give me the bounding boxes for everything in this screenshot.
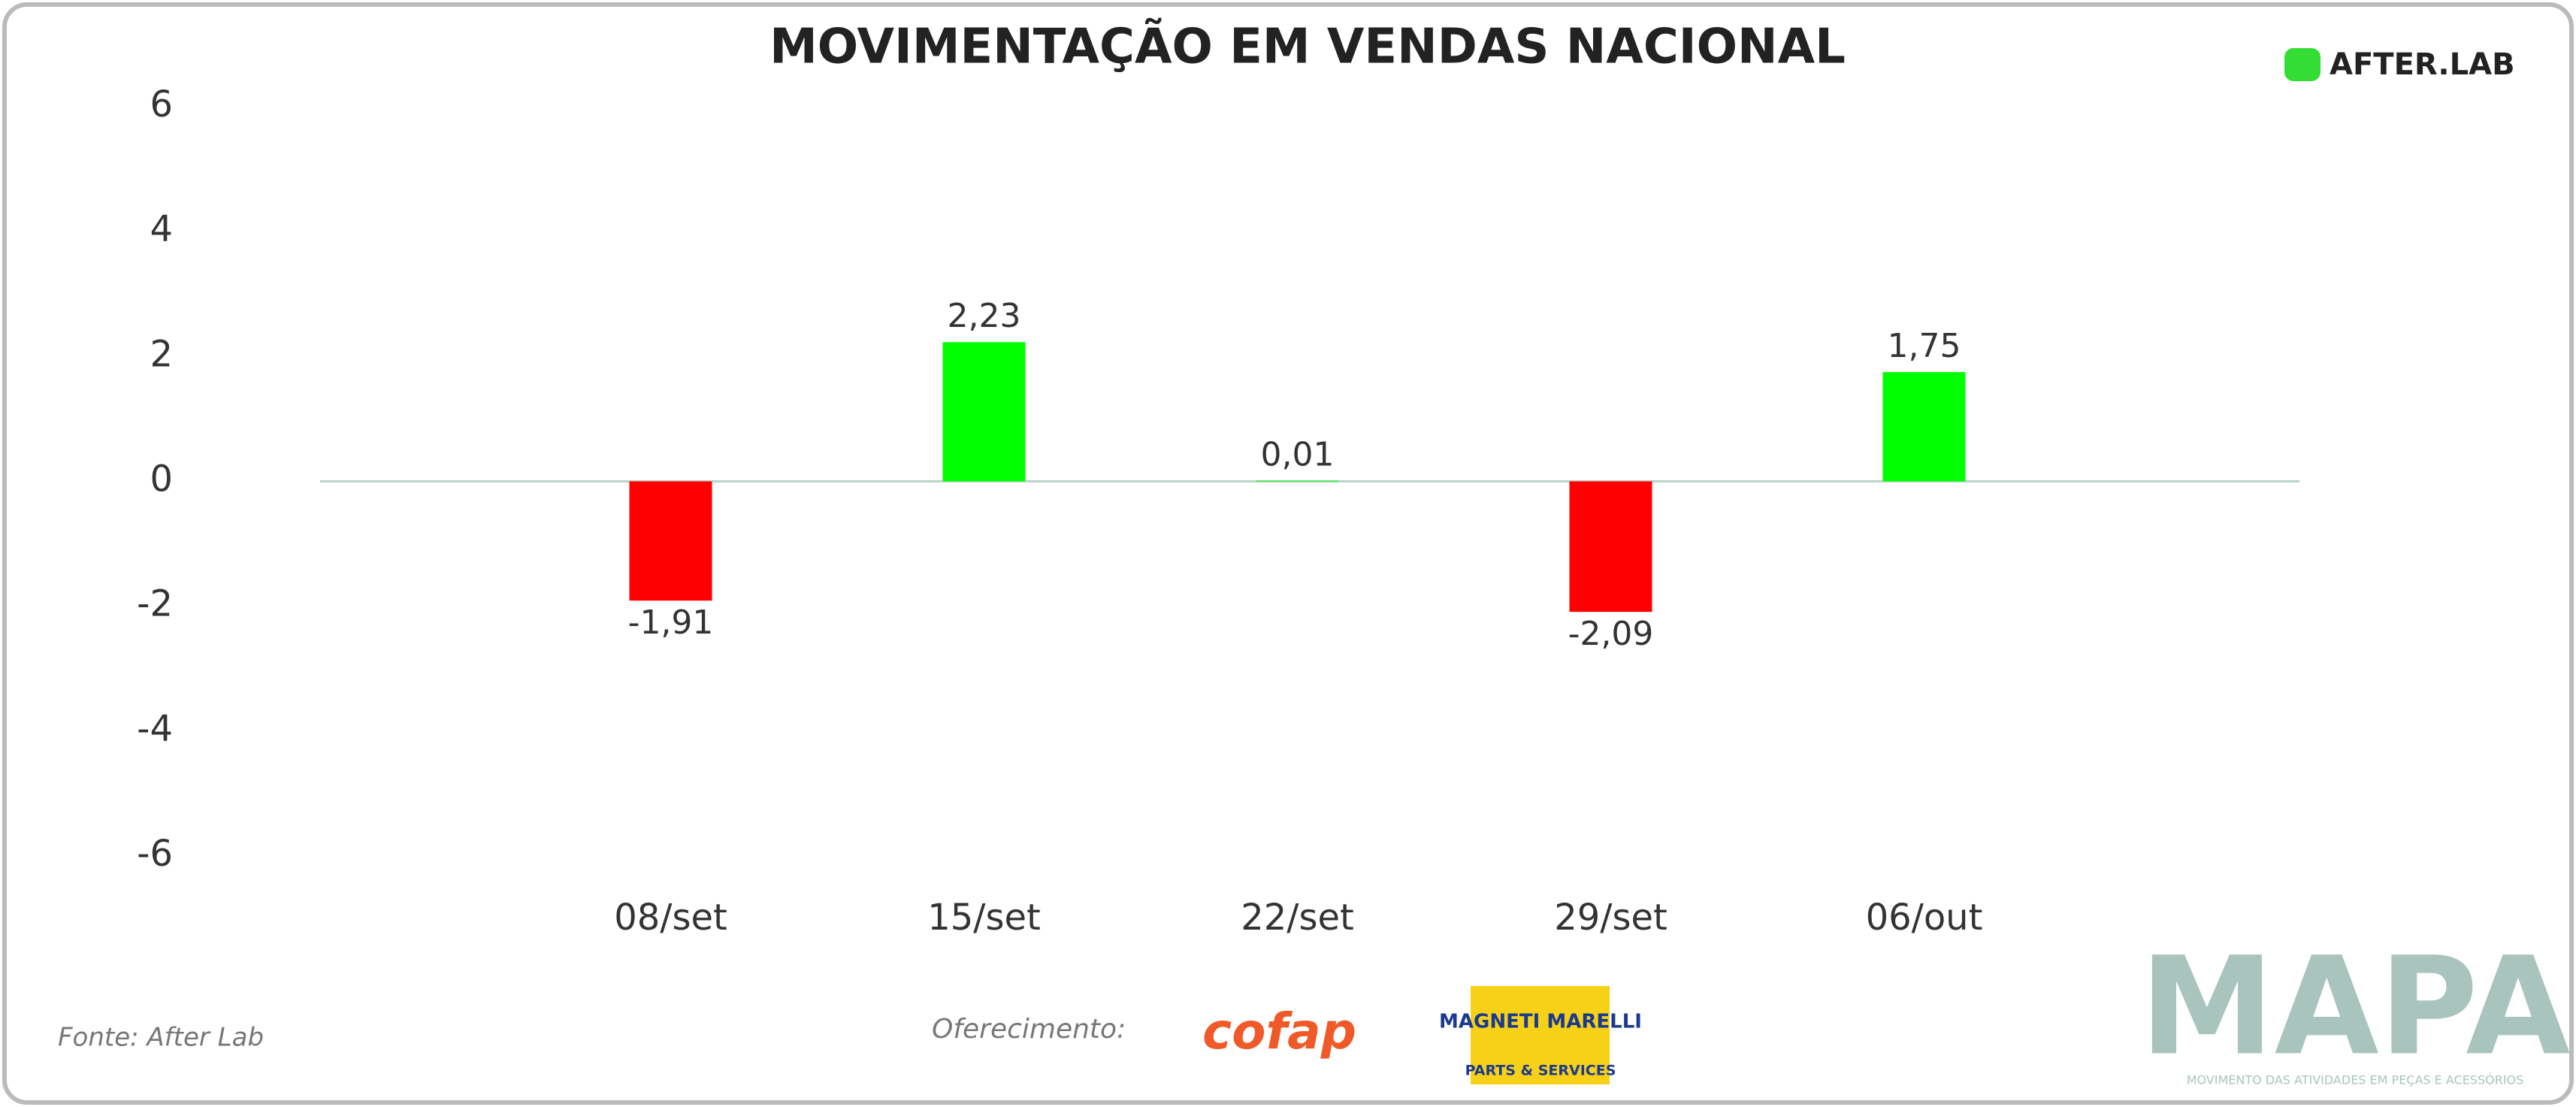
x-tick-label: 15/set xyxy=(927,897,1041,939)
sponsor-box xyxy=(1471,986,1610,1084)
x-tick-label: 22/set xyxy=(1241,897,1354,939)
source: Fonte: After Lab xyxy=(58,1023,264,1053)
y-tick-label: -6 xyxy=(137,833,173,875)
y-tick-label: 2 xyxy=(150,333,173,375)
value-label: -1,91 xyxy=(628,603,714,642)
logo: AFTER.LAB xyxy=(2330,47,2515,82)
x-tick-label: 08/set xyxy=(614,897,727,939)
value-label: -2,09 xyxy=(1568,615,1654,653)
y-tick-label: 4 xyxy=(150,208,173,250)
sponsor-logo: cofap xyxy=(1202,1003,1356,1060)
y-tick-label: 0 xyxy=(150,458,173,501)
bar xyxy=(942,342,1026,482)
bar xyxy=(629,481,712,601)
x-tick-label: 29/set xyxy=(1554,897,1667,939)
value-label: 2,23 xyxy=(948,297,1021,335)
value-label: 0,01 xyxy=(1261,436,1335,474)
logo-icon xyxy=(2284,48,2321,81)
y-tick-label: -2 xyxy=(137,583,173,625)
bar xyxy=(1569,481,1652,612)
y-tick-label: -4 xyxy=(137,708,173,750)
chart-title: MOVIMENTAÇÃO EM VENDAS NACIONAL xyxy=(769,18,1846,75)
sponsor-logo: PARTS & SERVICES xyxy=(1465,1063,1616,1079)
brand-tagline: MOVIMENTO DAS ATIVIDADES EM PEÇAS E ACES… xyxy=(2187,1073,2524,1087)
value-label: 1,75 xyxy=(1888,327,1961,365)
x-tick-label: 06/out xyxy=(1866,897,1983,939)
sponsor-logo: MAGNETI MARELLI xyxy=(1439,1011,1642,1033)
sponsor-label: Oferecimento: xyxy=(932,1014,1126,1045)
brand: MAPA xyxy=(2139,928,2570,1085)
y-tick-label: 6 xyxy=(150,83,173,126)
bar xyxy=(1256,480,1339,482)
bar xyxy=(1882,372,1966,482)
